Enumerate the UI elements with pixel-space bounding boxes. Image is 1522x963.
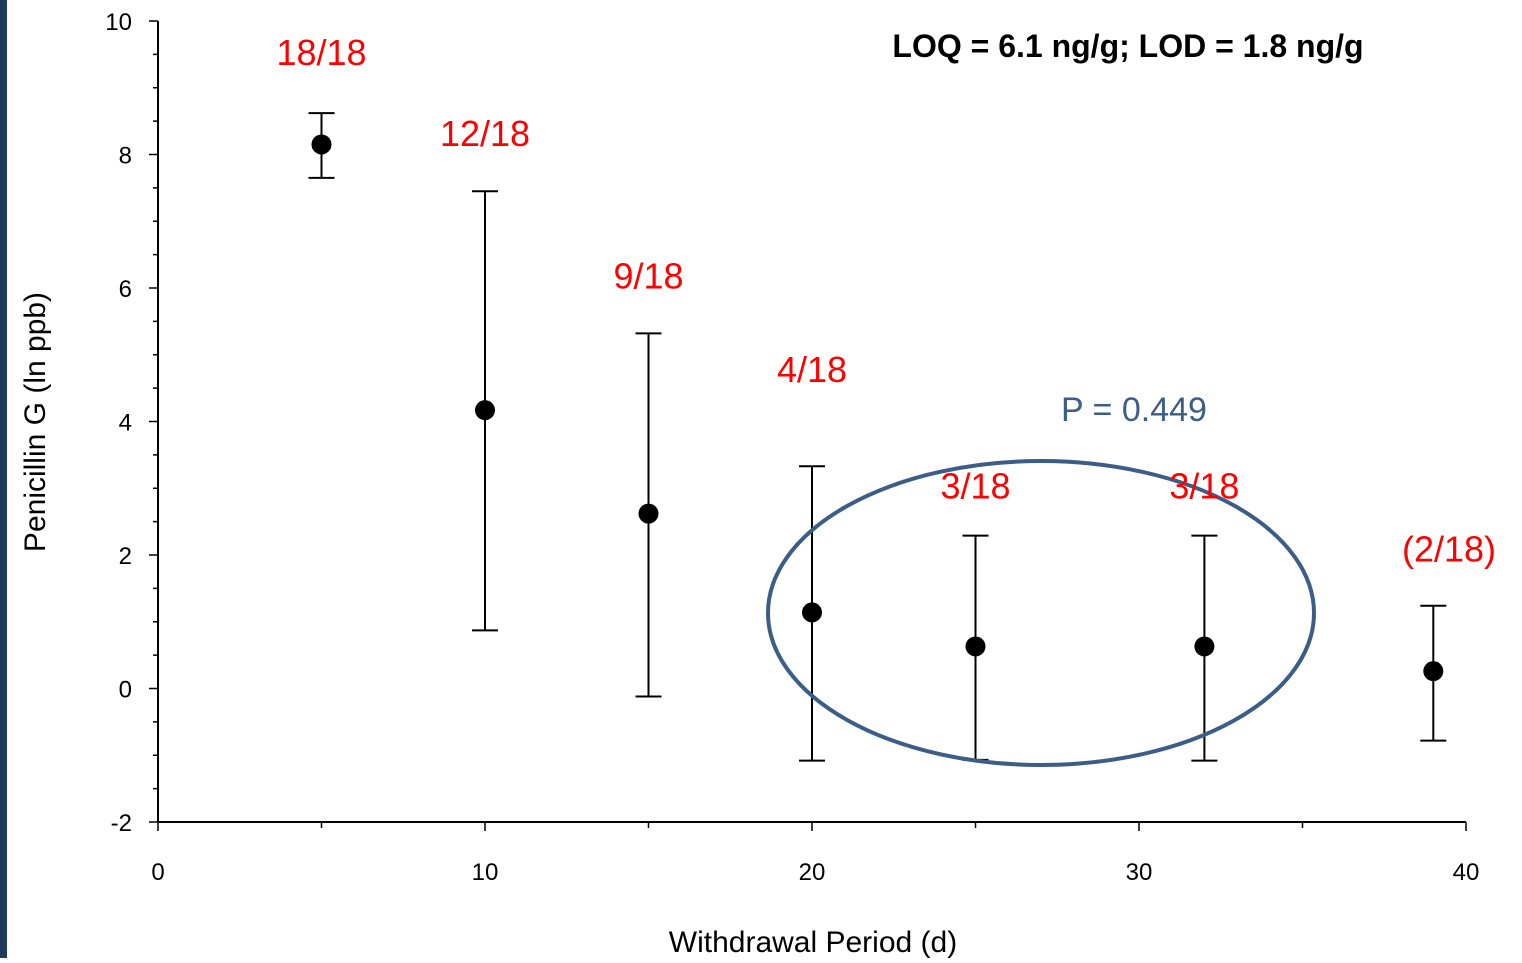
data-point	[965, 636, 986, 657]
data-point	[475, 400, 495, 421]
fraction-label: 3/18	[940, 466, 1010, 507]
data-point	[802, 602, 822, 623]
axes: 0 10 20 30 40 -2 0 2 4 6 8 10	[105, 9, 1479, 886]
chart-marks	[308, 112, 1447, 767]
fraction-label: 9/18	[613, 255, 683, 296]
slide-border	[0, 0, 7, 958]
p-value-label: P = 0.449	[1061, 391, 1207, 429]
fraction-label: 4/18	[777, 349, 847, 390]
fraction-label: 18/18	[276, 32, 366, 73]
x-tick-label: 10	[472, 859, 499, 886]
highlight-ellipse	[766, 459, 1316, 767]
y-tick-label: 2	[119, 543, 132, 570]
y-tick-label: 6	[119, 276, 132, 303]
x-tick-label: 30	[1126, 859, 1153, 886]
loq-lod-note: LOQ = 6.1 ng/g; LOD = 1.8 ng/g	[892, 28, 1363, 64]
x-tick-label: 20	[799, 859, 826, 886]
x-tick-label: 0	[151, 859, 164, 886]
data-point	[1423, 661, 1444, 682]
data-point	[1194, 636, 1215, 657]
y-tick-label: 0	[119, 677, 132, 704]
fraction-label: 3/18	[1169, 466, 1239, 507]
point-labels: 18/18 12/18 9/18 4/18 3/18 3/18 (2/18)	[276, 32, 1496, 570]
fraction-label: 12/18	[440, 113, 530, 154]
data-point	[311, 134, 332, 155]
y-axis-title: Penicillin G (ln ppb)	[19, 292, 52, 552]
fraction-label: (2/18)	[1402, 529, 1496, 570]
x-axis-title: Withdrawal Period (d)	[669, 926, 957, 958]
y-tick-label: 4	[119, 410, 132, 437]
data-point	[638, 503, 659, 524]
y-tick-label: -2	[111, 810, 132, 837]
y-tick-label: 8	[119, 143, 132, 170]
x-tick-label: 40	[1453, 859, 1480, 886]
y-tick-label: 10	[105, 9, 132, 36]
